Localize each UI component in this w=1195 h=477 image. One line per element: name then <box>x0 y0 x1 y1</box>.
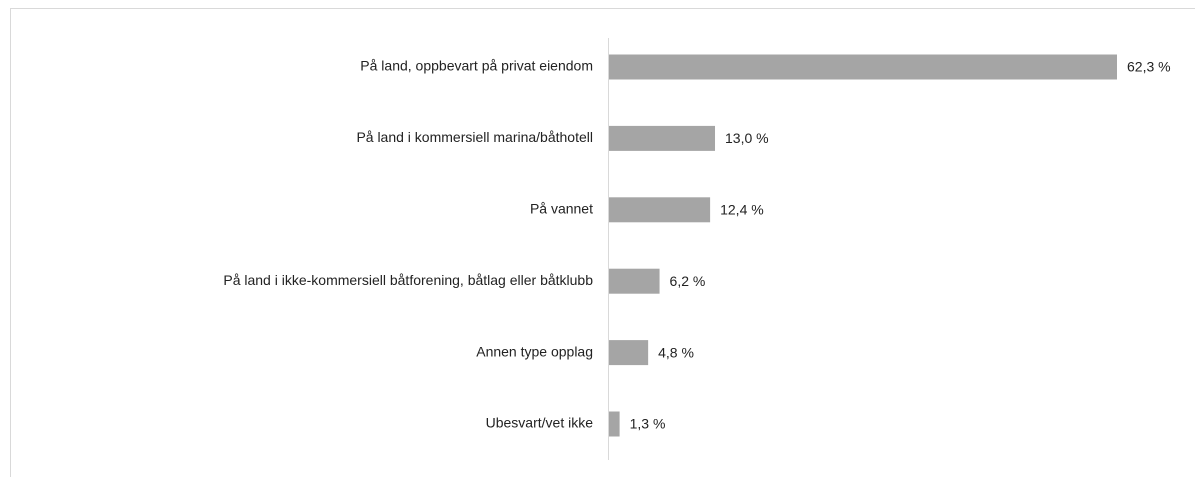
category-label: På land, oppbevart på privat eiendom <box>360 58 593 74</box>
bar <box>609 411 620 437</box>
value-label: 4,8 % <box>658 344 694 360</box>
value-label: 62,3 % <box>1127 59 1171 75</box>
value-label: 12,4 % <box>720 202 764 218</box>
category-label: På land i kommersiell marina/båthotell <box>356 129 593 145</box>
value-label: 13,0 % <box>725 130 769 146</box>
chart-frame <box>10 8 1195 477</box>
bar <box>609 197 711 223</box>
category-label: Annen type opplag <box>476 343 593 359</box>
category-label: Ubesvart/vet ikke <box>486 415 594 431</box>
bar <box>609 54 1117 80</box>
bar <box>609 125 716 151</box>
bar <box>609 340 649 366</box>
value-label: 1,3 % <box>630 416 666 432</box>
category-label: På land i ikke-kommersiell båtforening, … <box>223 272 593 288</box>
value-label: 6,2 % <box>670 273 706 289</box>
bar <box>609 268 660 294</box>
category-label: På vannet <box>530 201 593 217</box>
